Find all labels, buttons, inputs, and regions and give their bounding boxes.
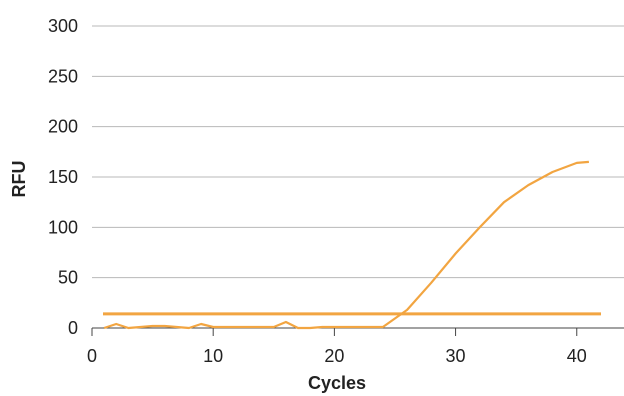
horizontal-gridlines bbox=[92, 25, 624, 279]
y-tick-label-50: 50 bbox=[58, 268, 78, 288]
x-tick-label-40: 40 bbox=[567, 346, 587, 366]
x-tick-label-10: 10 bbox=[203, 346, 223, 366]
x-axis-title: Cycles bbox=[308, 373, 366, 393]
x-tick-label-30: 30 bbox=[446, 346, 466, 366]
y-tick-label-100: 100 bbox=[48, 217, 78, 237]
x-tick-labels: 0 10 20 30 40 bbox=[87, 346, 587, 366]
y-tick-label-200: 200 bbox=[48, 117, 78, 137]
series-layer bbox=[103, 160, 589, 330]
y-tick-labels: 0 50 100 150 200 250 300 bbox=[48, 16, 78, 338]
y-tick-label-250: 250 bbox=[48, 66, 78, 86]
y-tick-label-300: 300 bbox=[48, 16, 78, 36]
axes bbox=[91, 327, 624, 336]
y-tick-label-0: 0 bbox=[68, 318, 78, 338]
y-axis-title: RFU bbox=[9, 161, 29, 198]
x-tick-label-0: 0 bbox=[87, 346, 97, 366]
series-line-0 bbox=[103, 160, 589, 330]
x-tick-label-20: 20 bbox=[324, 346, 344, 366]
y-tick-label-150: 150 bbox=[48, 167, 78, 187]
